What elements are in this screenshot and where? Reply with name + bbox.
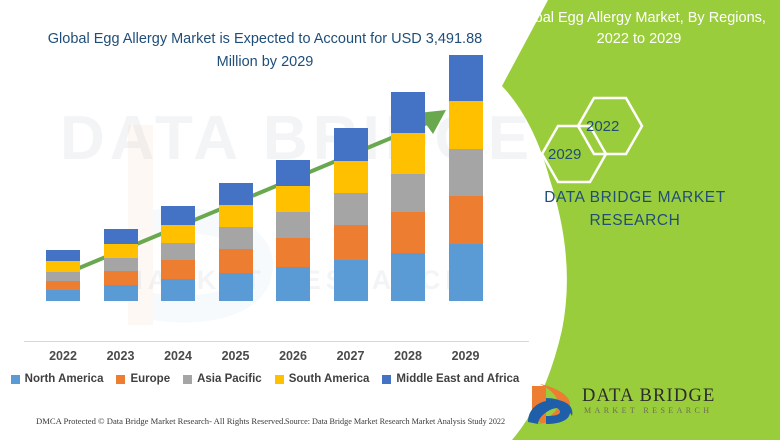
x-axis-label-2023: 2023 [106,349,135,363]
bar-segment-south-america[interactable] [218,205,253,227]
bar-segment-north-america[interactable] [46,290,80,301]
bar-segment-middle-east-and-africa[interactable] [161,206,195,225]
hexagon-label-2022: 2022 [586,118,620,135]
panel-brand: DATA BRIDGE MARKET RESEARCH [504,186,766,232]
bar-segment-asia-pacific[interactable] [218,227,253,249]
hexagon-badges: 2029 2022 [506,86,736,196]
green-panel-shape [490,0,780,440]
bar-segment-middle-east-and-africa[interactable] [46,250,80,261]
legend-item-north-america[interactable]: North America [10,373,104,385]
legend-label: Europe [130,373,171,385]
logo-subtitle: MARKET RESEARCH [584,406,713,415]
hexagon-outlines [540,96,644,184]
bar-segment-north-america[interactable] [276,267,310,301]
bar-2025[interactable] [218,183,253,301]
footer-source: Source: Data Bridge Market Research Mark… [285,417,506,426]
bar-segment-south-america[interactable] [276,186,310,212]
hexagon-label-2029: 2029 [548,146,582,163]
page-title: Global Egg Allergy Market is Expected to… [47,31,483,70]
bar-segment-europe[interactable] [276,238,310,267]
bar-segment-middle-east-and-africa[interactable] [218,183,253,205]
bar-segment-north-america[interactable] [448,244,483,301]
legend-swatch-icon [382,374,392,384]
legend-label: Asia Pacific [197,373,262,385]
bar-segment-europe[interactable] [103,271,138,285]
legend-item-asia-pacific[interactable]: Asia Pacific [183,373,262,385]
legend-item-south-america[interactable]: South America [274,373,370,385]
logo-name: DATA BRIDGE [582,386,716,406]
bar-segment-north-america[interactable] [103,285,138,301]
bar-segment-south-america[interactable] [333,161,368,193]
legend-label: Middle East and Africa [396,373,520,385]
bar-segment-north-america[interactable] [333,260,368,301]
bar-segment-asia-pacific[interactable] [391,174,425,212]
bar-segment-asia-pacific[interactable] [103,258,138,271]
bar-segment-europe[interactable] [448,196,483,244]
panel-title: Global Egg Allergy Market, By Regions, 2… [512,10,766,47]
bar-2024[interactable] [161,206,195,301]
chart-legend: North America Europe Asia Pacific South Ame… [0,373,530,385]
bar-2026[interactable] [276,160,310,301]
bar-segment-middle-east-and-africa[interactable] [448,55,483,101]
x-axis-label-2025: 2025 [221,349,250,363]
bar-segment-asia-pacific[interactable] [333,193,368,225]
panel-brand-line-1: DATA BRIDGE MARKET [544,189,726,206]
bar-segment-europe[interactable] [46,281,80,290]
x-axis-label-2024: 2024 [164,349,192,363]
bar-segment-middle-east-and-africa[interactable] [276,160,310,186]
bar-2027[interactable] [333,128,368,301]
bar-segment-north-america[interactable] [391,253,425,301]
company-logo: DATA BRIDGE MARKET RESEARCH [524,382,734,428]
x-axis-label-2027: 2027 [336,349,365,363]
bar-2028[interactable] [391,92,425,301]
legend-swatch-icon [116,374,126,384]
legend-item-middle-east-and-africa[interactable]: Middle East and Africa [382,373,519,385]
bar-segment-asia-pacific[interactable] [448,149,483,196]
panel-brand-line-2: RESEARCH [589,212,681,229]
bar-segment-south-america[interactable] [391,133,425,174]
bar-segment-south-america[interactable] [161,225,195,243]
x-axis-label-2028: 2028 [394,349,422,363]
legend-swatch-icon [274,374,284,384]
bar-segment-europe[interactable] [391,212,425,253]
bar-2023[interactable] [103,229,138,301]
bar-segment-middle-east-and-africa[interactable] [103,229,138,244]
x-axis-label-2029: 2029 [451,349,480,363]
legend-swatch-icon [183,374,193,384]
regions-panel: Global Egg Allergy Market, By Regions, 2… [490,0,780,440]
x-axis-label-2022: 2022 [49,349,77,363]
legend-swatch-icon [10,374,20,384]
bar-segment-europe[interactable] [333,225,368,260]
bar-2022[interactable] [46,250,80,301]
bar-segment-south-america[interactable] [46,261,80,272]
bar-segment-north-america[interactable] [161,279,195,301]
bar-segment-south-america[interactable] [103,244,138,258]
x-axis-label-2026: 2026 [279,349,307,363]
bar-segment-asia-pacific[interactable] [161,243,195,260]
bar-segment-south-america[interactable] [448,101,483,149]
bar-segment-europe[interactable] [161,260,195,279]
bar-segment-middle-east-and-africa[interactable] [391,92,425,133]
footer-copyright: DMCA Protected © Data Bridge Market Rese… [36,416,286,426]
bar-segment-asia-pacific[interactable] [46,272,80,281]
x-axis-line [24,341,529,342]
stacked-bar-chart: 2022 2023 2024 2025 2026 2027 2028 2029 [24,55,529,363]
legend-label: North America [24,373,104,385]
bar-segment-europe[interactable] [218,249,253,273]
legend-label: South America [288,373,370,385]
bar-segment-middle-east-and-africa[interactable] [333,128,368,161]
b-bridge-icon [528,384,573,424]
bar-2029[interactable] [448,55,483,301]
bar-segment-asia-pacific[interactable] [276,212,310,238]
legend-item-europe[interactable]: Europe [116,373,170,385]
bar-segment-north-america[interactable] [218,273,253,301]
